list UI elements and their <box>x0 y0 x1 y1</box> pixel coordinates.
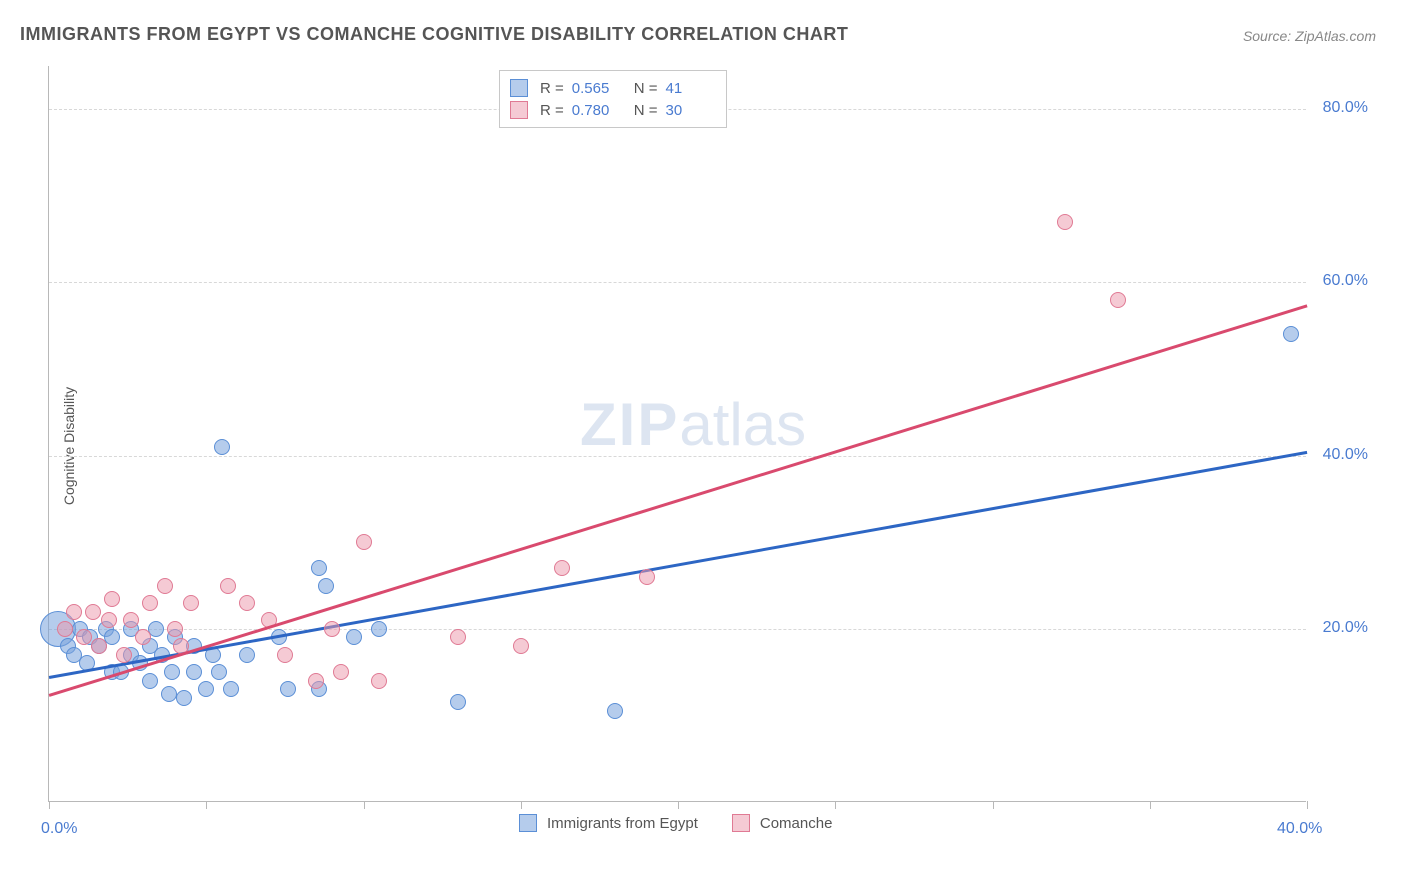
scatter-point <box>142 673 158 689</box>
scatter-point <box>123 612 139 628</box>
n-label: N = <box>634 102 658 119</box>
scatter-point <box>318 578 334 594</box>
scatter-point <box>311 560 327 576</box>
scatter-point <box>1283 326 1299 342</box>
scatter-point <box>66 604 82 620</box>
scatter-point <box>85 604 101 620</box>
scatter-point <box>214 439 230 455</box>
scatter-point <box>513 638 529 654</box>
y-tick-label: 60.0% <box>1323 272 1368 290</box>
scatter-point <box>554 560 570 576</box>
scatter-point <box>639 569 655 585</box>
scatter-point <box>183 595 199 611</box>
r-value: 0.565 <box>572 80 622 97</box>
chart-title: IMMIGRANTS FROM EGYPT VS COMANCHE COGNIT… <box>20 24 848 45</box>
r-value: 0.780 <box>572 102 622 119</box>
n-value: 41 <box>666 80 716 97</box>
gridline <box>49 629 1306 630</box>
scatter-point <box>607 703 623 719</box>
scatter-point <box>450 694 466 710</box>
scatter-point <box>76 629 92 645</box>
scatter-point <box>1110 292 1126 308</box>
legend-label: Comanche <box>760 815 833 832</box>
legend-swatch <box>732 814 750 832</box>
n-label: N = <box>634 80 658 97</box>
scatter-point <box>167 621 183 637</box>
scatter-point <box>198 681 214 697</box>
scatter-point <box>157 578 173 594</box>
series-legend: Immigrants from Egypt Comanche <box>519 814 856 832</box>
scatter-point <box>333 664 349 680</box>
trend-line <box>49 451 1307 679</box>
plot-area: 20.0%40.0%60.0%80.0%0.0%40.0%R =0.565N =… <box>48 66 1306 802</box>
scatter-point <box>277 647 293 663</box>
r-label: R = <box>540 102 564 119</box>
x-tick <box>1150 801 1151 809</box>
scatter-point <box>371 621 387 637</box>
scatter-point <box>91 638 107 654</box>
x-tick <box>364 801 365 809</box>
scatter-point <box>104 591 120 607</box>
gridline <box>49 456 1306 457</box>
legend-swatch <box>519 814 537 832</box>
scatter-point <box>116 647 132 663</box>
scatter-point <box>308 673 324 689</box>
legend-row: R = 0.565 N = 41 <box>510 77 716 99</box>
scatter-point <box>164 664 180 680</box>
x-tick-label: 0.0% <box>41 820 77 838</box>
x-tick <box>835 801 836 809</box>
scatter-point <box>161 686 177 702</box>
legend-label: Immigrants from Egypt <box>547 815 698 832</box>
scatter-point <box>211 664 227 680</box>
scatter-point <box>186 664 202 680</box>
scatter-point <box>223 681 239 697</box>
x-tick <box>206 801 207 809</box>
y-tick-label: 80.0% <box>1323 99 1368 117</box>
scatter-point <box>57 621 73 637</box>
scatter-point <box>356 534 372 550</box>
scatter-point <box>176 690 192 706</box>
scatter-point <box>239 647 255 663</box>
x-tick <box>1307 801 1308 809</box>
trend-line <box>49 304 1308 696</box>
correlation-legend: R = 0.565 N = 41 R = 0.780 N = 30 <box>499 70 727 128</box>
x-tick <box>993 801 994 809</box>
scatter-point <box>101 612 117 628</box>
x-tick <box>521 801 522 809</box>
gridline <box>49 282 1306 283</box>
legend-swatch <box>510 79 528 97</box>
source-label: Source: <box>1243 28 1295 44</box>
scatter-point <box>142 595 158 611</box>
scatter-point <box>220 578 236 594</box>
source-attribution: Source: ZipAtlas.com <box>1243 28 1376 44</box>
scatter-point <box>324 621 340 637</box>
y-tick-label: 20.0% <box>1323 619 1368 637</box>
scatter-point <box>1057 214 1073 230</box>
legend-row: R = 0.780 N = 30 <box>510 99 716 121</box>
x-tick-label: 40.0% <box>1277 820 1322 838</box>
scatter-point <box>371 673 387 689</box>
scatter-point <box>280 681 296 697</box>
scatter-point <box>450 629 466 645</box>
x-tick <box>49 801 50 809</box>
source-value: ZipAtlas.com <box>1295 28 1376 44</box>
scatter-point <box>239 595 255 611</box>
scatter-point <box>135 629 151 645</box>
r-label: R = <box>540 80 564 97</box>
y-tick-label: 40.0% <box>1323 446 1368 464</box>
x-tick <box>678 801 679 809</box>
n-value: 30 <box>666 102 716 119</box>
scatter-point <box>346 629 362 645</box>
legend-swatch <box>510 101 528 119</box>
